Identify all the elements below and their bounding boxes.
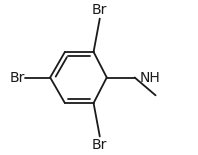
- Text: Br: Br: [92, 3, 108, 17]
- Text: Br: Br: [10, 71, 25, 84]
- Text: Br: Br: [92, 138, 108, 152]
- Text: NH: NH: [140, 71, 161, 84]
